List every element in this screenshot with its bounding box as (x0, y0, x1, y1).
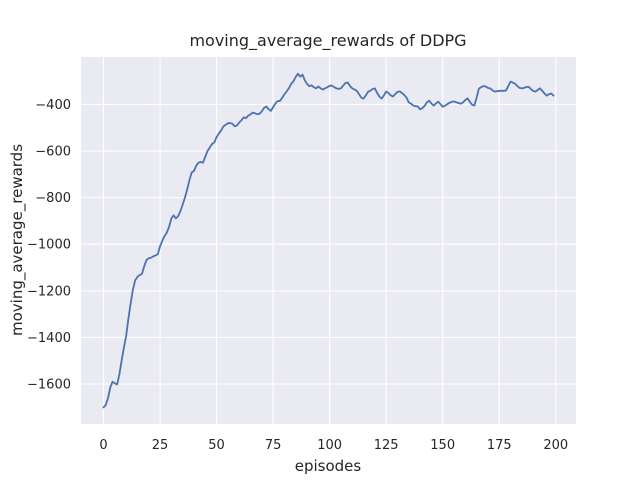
tick-label: −800 (35, 191, 71, 206)
tick-label: 0 (99, 438, 107, 453)
tick-label: 50 (208, 438, 225, 453)
plot-background (81, 57, 576, 424)
tick-label: 100 (317, 438, 342, 453)
tick-label: −1600 (27, 378, 71, 393)
tick-label: 200 (543, 438, 568, 453)
x-axis-label: episodes (295, 457, 362, 475)
tick-label: −400 (35, 98, 71, 113)
chart-title: moving_average_rewards of DDPG (189, 31, 466, 51)
y-tick-labels: −400 −600 −800 −1000 −1200 −1400 −1600 (27, 98, 71, 393)
tick-label: 125 (374, 438, 399, 453)
y-axis-label: moving_average_rewards (8, 144, 27, 336)
tick-label: 25 (152, 438, 169, 453)
tick-label: −1000 (27, 238, 71, 253)
reward-line (102, 72, 555, 409)
tick-label: −1200 (27, 284, 71, 299)
tick-label: −1400 (27, 331, 71, 346)
x-tick-labels: 0 25 50 75 100 125 150 175 200 (99, 438, 568, 453)
gridlines (81, 57, 576, 424)
tick-label: 175 (487, 438, 512, 453)
tick-label: 75 (265, 438, 282, 453)
tick-label: −600 (35, 145, 71, 160)
tick-label: 150 (430, 438, 455, 453)
